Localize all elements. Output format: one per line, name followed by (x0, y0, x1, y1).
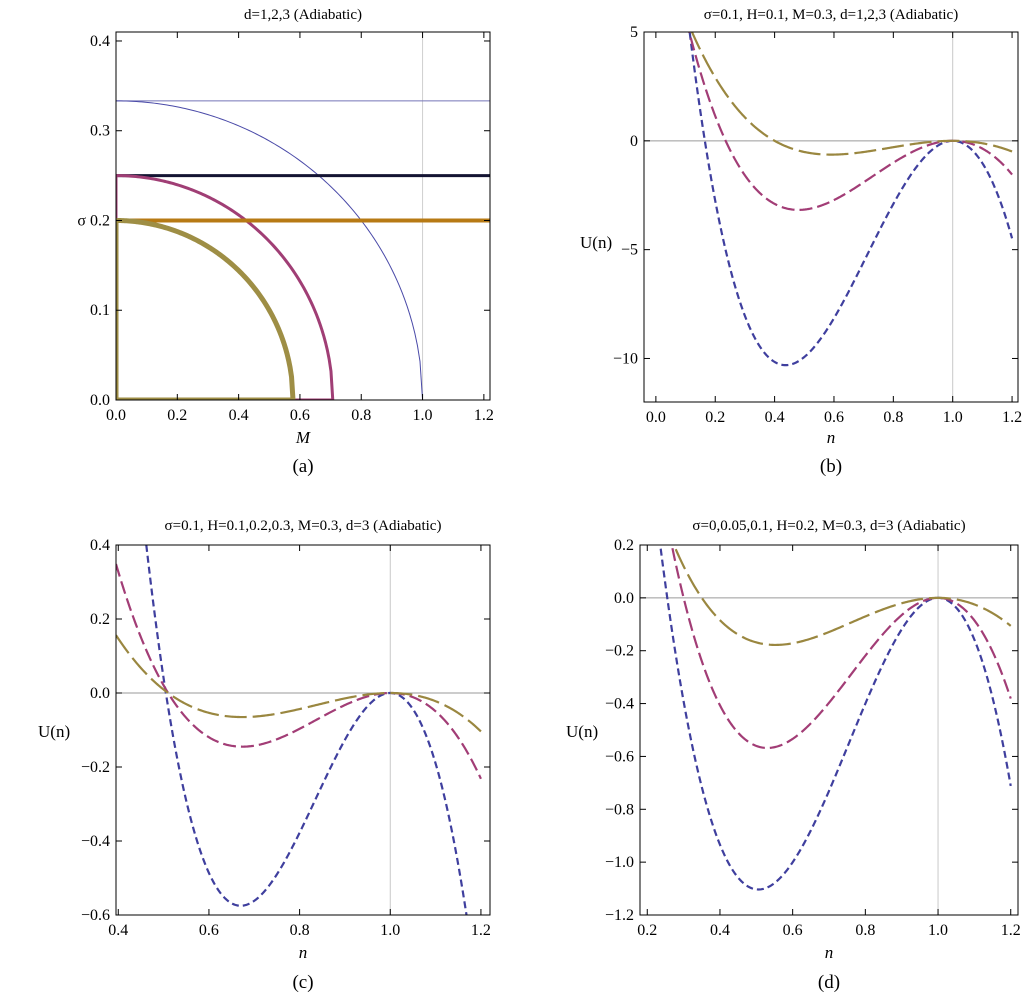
x-tick-label: 0.4 (765, 409, 785, 426)
y-axis-label: U(n) (38, 722, 70, 741)
plot-frame (115, 544, 491, 916)
panel-label: (d) (818, 972, 840, 993)
x-tick-label: 0.8 (855, 922, 875, 939)
series-curve-1 (116, 100, 424, 400)
y-tick-label: 0.3 (90, 123, 110, 140)
y-tick-label: 0.2 (614, 537, 634, 554)
x-tick-label: 1.0 (928, 922, 948, 939)
y-tick-label: −0.6 (81, 907, 110, 924)
y-tick-label: 0 (630, 133, 638, 150)
x-axis-label: n (825, 943, 834, 962)
y-tick-label: −0.4 (605, 696, 634, 713)
y-tick-label: 0.4 (90, 33, 110, 50)
plot-frame (115, 31, 491, 401)
series-line-2 (116, 634, 482, 733)
y-tick-label: −0.8 (605, 801, 634, 818)
y-tick-label: −10 (613, 350, 638, 367)
y-tick-label: −0.6 (605, 748, 634, 765)
x-tick-label: 0.2 (637, 922, 657, 939)
x-tick-label: 1.0 (380, 922, 400, 939)
x-tick-label: 0.8 (290, 922, 310, 939)
series-line-1 (670, 545, 1012, 750)
chart-title: σ=0,0.05,0.1, H=0.2, M=0.3, d=3 (Adiabat… (692, 518, 965, 534)
x-tick-label: 1.2 (474, 407, 494, 424)
plot-frame (639, 544, 1019, 916)
series-curve-5 (116, 217, 296, 400)
y-axis-label: U(n) (580, 233, 612, 252)
plot-frame (643, 31, 1019, 403)
x-tick-label: 1.0 (413, 407, 433, 424)
y-tick-label: 0.0 (90, 685, 110, 702)
y-tick-label: 0.0 (90, 392, 110, 409)
x-tick-label: 0.4 (229, 407, 249, 424)
x-tick-label: 1.0 (943, 409, 963, 426)
x-tick-label: 0.8 (351, 407, 371, 424)
x-tick-label: 0.6 (783, 922, 803, 939)
x-tick-label: 0.2 (705, 409, 725, 426)
x-tick-label: 0.0 (646, 409, 666, 426)
chart-panel-d: σ=0,0.05,0.1, H=0.2, M=0.3, d=3 (Adiabat… (566, 518, 1021, 993)
y-tick-label: 0.0 (614, 590, 634, 607)
x-tick-label: 0.0 (106, 407, 126, 424)
x-tick-label: 0.6 (290, 407, 310, 424)
x-tick-label: 1.2 (1001, 922, 1021, 939)
x-tick-label: 1.2 (471, 922, 491, 939)
y-tick-label: σ 0.2 (77, 212, 110, 229)
y-tick-label: −0.4 (81, 833, 110, 850)
series-line-1 (688, 32, 1013, 211)
x-tick-label: 0.4 (710, 922, 730, 939)
series-line-1 (116, 563, 482, 780)
x-tick-label: 0.8 (883, 409, 903, 426)
series-line-0 (145, 545, 468, 915)
y-tick-label: 0.4 (90, 537, 110, 554)
x-tick-label: 0.6 (824, 409, 844, 426)
y-tick-label: −0.2 (605, 643, 634, 660)
panel-label: (c) (292, 972, 313, 993)
x-axis-label: n (299, 943, 308, 962)
y-tick-label: −0.2 (81, 759, 110, 776)
y-tick-label: −5 (621, 242, 638, 259)
y-tick-label: 5 (630, 24, 638, 41)
series-curve-3 (116, 174, 335, 400)
y-axis-label: U(n) (566, 722, 598, 741)
series-line-0 (688, 32, 1014, 367)
series-line-2 (672, 545, 1012, 647)
x-tick-label: 1.2 (1002, 409, 1022, 426)
chart-title: d=1,2,3 (Adiabatic) (244, 7, 362, 23)
y-tick-label: −1.2 (605, 907, 634, 924)
x-tick-label: 0.6 (199, 922, 219, 939)
x-tick-label: 0.4 (108, 922, 128, 939)
chart-panel-a: d=1,2,3 (Adiabatic) 0.0 0.2 0.4 0.6 0.8 1.0 1.2… (77, 7, 493, 477)
x-tick-label: 0.2 (167, 407, 187, 424)
y-tick-label: 0.2 (90, 611, 110, 628)
chart-panel-b: σ=0.1, H=0.1, M=0.3, d=1,2,3 (Adiabatic)… (580, 7, 1022, 477)
chart-title: σ=0.1, H=0.1,0.2,0.3, M=0.3, d=3 (Adiaba… (165, 518, 442, 534)
chart-panel-c: σ=0.1, H=0.1,0.2,0.3, M=0.3, d=3 (Adiaba… (38, 518, 491, 993)
series-line-2 (690, 32, 1013, 156)
x-axis-label: M (295, 428, 311, 447)
chart-title: σ=0.1, H=0.1, M=0.3, d=1,2,3 (Adiabatic) (704, 7, 958, 23)
panel-label: (b) (820, 456, 842, 477)
y-tick-label: 0.1 (90, 302, 110, 319)
series-line-0 (659, 545, 1012, 891)
y-tick-label: −1.0 (605, 854, 634, 871)
panel-label: (a) (292, 456, 313, 477)
x-axis-label: n (827, 428, 836, 447)
